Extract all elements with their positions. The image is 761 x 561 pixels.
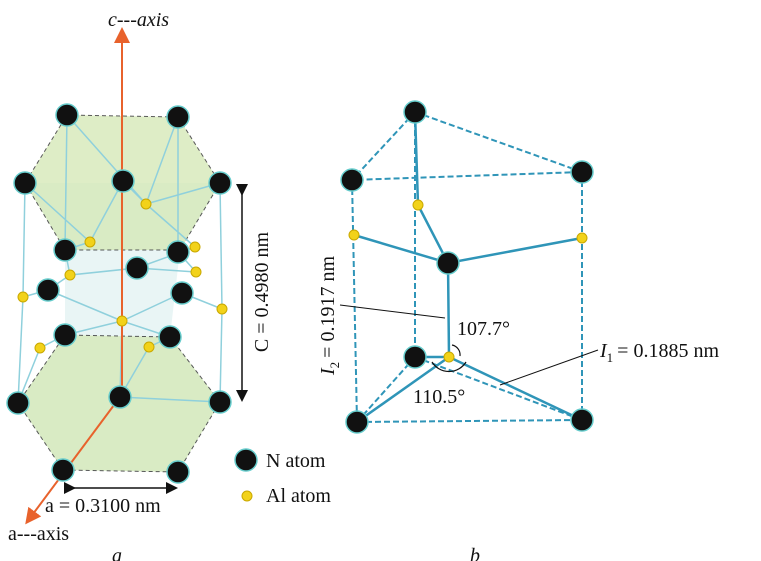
n-atoms-b xyxy=(341,101,593,433)
n-atom xyxy=(54,239,76,261)
i1-leader xyxy=(500,350,598,385)
legend: N atom Al atom xyxy=(235,449,331,507)
panel-b: 107.7° 110.5° I1= 0.1885 nm I2= 0.1917 n… xyxy=(317,101,719,561)
al-atom xyxy=(117,316,127,326)
n-atom xyxy=(209,391,231,413)
al-atom xyxy=(349,230,359,240)
n-atom xyxy=(14,172,36,194)
caption-a: a xyxy=(112,545,122,561)
al-atom xyxy=(577,233,587,243)
n-atom xyxy=(112,170,134,192)
al-atom xyxy=(35,343,45,353)
angle-bottom-label: 110.5° xyxy=(413,386,465,408)
n-atom xyxy=(109,386,131,408)
al-atom xyxy=(65,270,75,280)
bond-1-label: I1= 0.1885 nm xyxy=(599,340,719,365)
al-atom xyxy=(85,237,95,247)
bond-2-subscript: 2 xyxy=(327,362,342,369)
bond-2-value: = 0.1917 nm xyxy=(317,256,339,358)
bond-1-subscript: 1 xyxy=(607,350,614,365)
c-dimension-label: C = 0.4980 nm xyxy=(251,231,273,352)
n-atom xyxy=(404,346,426,368)
legend-al-label: Al atom xyxy=(266,485,331,507)
al-atom xyxy=(141,199,151,209)
n-atom xyxy=(54,324,76,346)
legend-al-marker xyxy=(242,491,252,501)
legend-n-label: N atom xyxy=(266,450,326,472)
n-atom xyxy=(52,459,74,481)
cell-edges xyxy=(352,112,582,422)
n-atom xyxy=(126,257,148,279)
n-atom xyxy=(167,241,189,263)
angle-top-label: 107.7° xyxy=(457,318,510,340)
n-atom xyxy=(37,279,59,301)
al-atom xyxy=(190,242,200,252)
n-atom xyxy=(404,101,426,123)
al-atom xyxy=(217,304,227,314)
n-atom xyxy=(56,104,78,126)
al-atom xyxy=(444,352,454,362)
bond-1-value: = 0.1885 nm xyxy=(617,340,719,362)
figure: c---axis a---axis C = 0.4980 nm a = 0.31… xyxy=(0,0,761,561)
a-axis-label: a---axis xyxy=(8,523,69,545)
n-atom xyxy=(7,392,29,414)
n-atom xyxy=(167,461,189,483)
al-atom xyxy=(191,267,201,277)
n-atom xyxy=(437,252,459,274)
n-atom xyxy=(571,161,593,183)
bond-2-label: I2= 0.1917 nm xyxy=(317,256,342,376)
al-atom xyxy=(18,292,28,302)
n-atom xyxy=(209,172,231,194)
n-atom xyxy=(346,411,368,433)
al-atom xyxy=(413,200,423,210)
a-dimension-label: a = 0.3100 nm xyxy=(45,495,161,517)
caption-b: b xyxy=(470,545,480,561)
al-atom xyxy=(144,342,154,352)
n-atom xyxy=(571,409,593,431)
n-atom xyxy=(341,169,363,191)
n-atom xyxy=(171,282,193,304)
n-atom xyxy=(167,106,189,128)
bonds-b xyxy=(354,112,582,422)
n-atom xyxy=(159,326,181,348)
panel-a: c---axis a---axis C = 0.4980 nm a = 0.31… xyxy=(7,9,273,561)
legend-n-marker xyxy=(235,449,257,471)
c-axis-label: c---axis xyxy=(108,9,169,31)
